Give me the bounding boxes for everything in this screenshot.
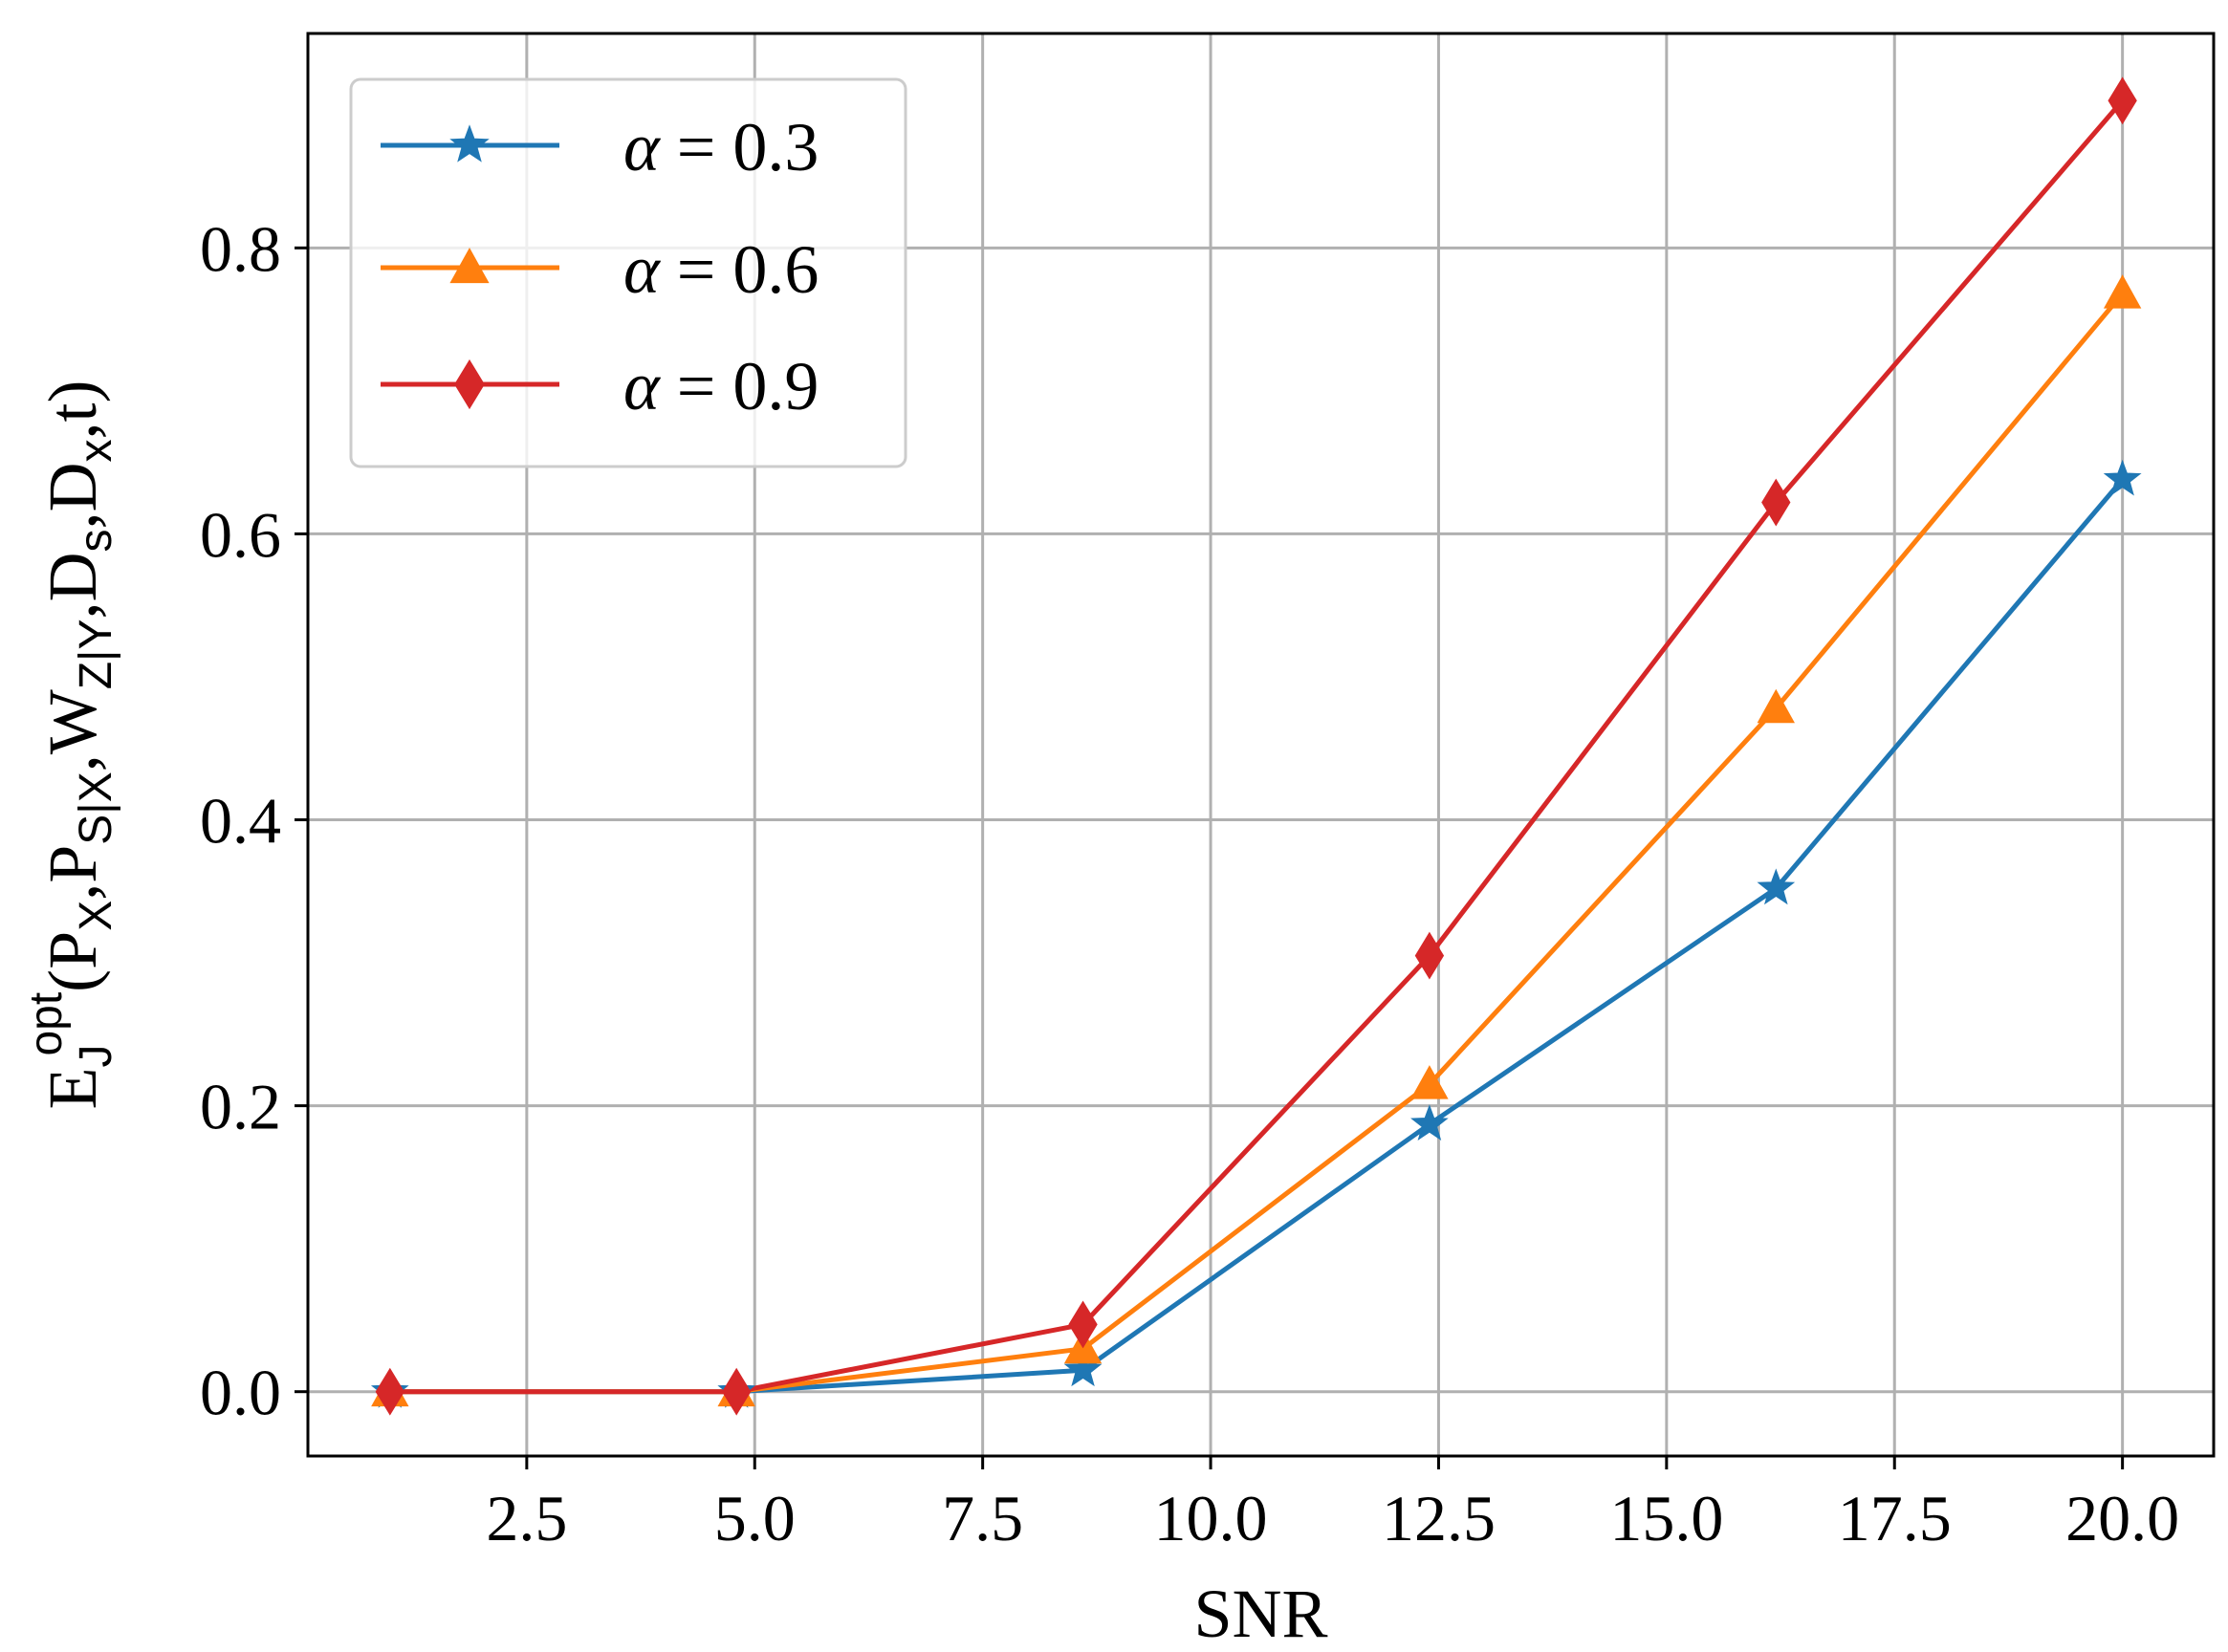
y-label-sub: X bbox=[71, 901, 121, 931]
data-point-star bbox=[1410, 1104, 1449, 1141]
x-tick-label: 2.5 bbox=[486, 1482, 567, 1554]
legend-item: α = 0.3 bbox=[381, 109, 819, 185]
y-label-sup: opt bbox=[21, 992, 72, 1056]
legend: α = 0.3 α = 0.6 α = 0.9 bbox=[349, 77, 907, 468]
data-point-diamond bbox=[1068, 1300, 1098, 1349]
data-point-star bbox=[1063, 1350, 1103, 1387]
y-tick-label: 0.4 bbox=[200, 785, 281, 858]
y-label-sub: S|X bbox=[71, 772, 121, 845]
y-label-main: E bbox=[34, 1068, 111, 1110]
data-point-triangle bbox=[2103, 274, 2142, 309]
legend-label: α = 0.9 bbox=[623, 348, 819, 424]
data-point-star bbox=[2103, 459, 2142, 496]
series-line-1 bbox=[389, 477, 2125, 1395]
data-point-diamond bbox=[722, 1367, 752, 1416]
legend-marker bbox=[449, 248, 490, 284]
x-axis-label: SNR bbox=[1193, 1576, 1327, 1652]
axis-ticks: 2.5 5.0 7.5 10.0 12.5 15.0 17.5 20.0 0.0 0.2 0.4 0.… bbox=[200, 212, 2179, 1554]
y-tick-label: 0.2 bbox=[200, 1071, 281, 1143]
x-tick-label: 5.0 bbox=[714, 1482, 796, 1554]
y-label-sub: x bbox=[71, 439, 121, 462]
series-markers bbox=[370, 76, 2142, 1416]
y-tick-label: 0.0 bbox=[200, 1357, 281, 1429]
y-label-part: ,W bbox=[34, 689, 111, 772]
x-tick-label: 10.0 bbox=[1154, 1482, 1268, 1554]
y-label-part: ,t) bbox=[34, 380, 111, 439]
data-point-triangle bbox=[1410, 1065, 1449, 1099]
data-point-diamond bbox=[1761, 478, 1791, 527]
legend-label: α = 0.6 bbox=[623, 231, 819, 308]
y-tick-label: 0.6 bbox=[200, 498, 281, 571]
x-tick-label: 7.5 bbox=[942, 1482, 1023, 1554]
legend-marker bbox=[454, 359, 485, 410]
legend-box bbox=[349, 77, 907, 468]
y-label-sub: J bbox=[71, 1045, 121, 1068]
series-lines bbox=[389, 98, 2125, 1395]
series-line-3 bbox=[389, 98, 2125, 1395]
data-point-triangle bbox=[1757, 688, 1795, 724]
y-axis-label: EJopt(PX,PS|X,WZ|Y,Ds,Dx,t) bbox=[21, 380, 121, 1109]
x-tick-label: 20.0 bbox=[2065, 1482, 2179, 1554]
legend-item: α = 0.9 bbox=[381, 348, 819, 424]
y-label-part: ,D bbox=[34, 552, 111, 619]
y-label-sub: s bbox=[71, 529, 121, 552]
data-point-star bbox=[1757, 868, 1796, 905]
x-tick-label: 15.0 bbox=[1609, 1482, 1723, 1554]
legend-marker bbox=[449, 124, 490, 163]
data-point-diamond bbox=[1414, 931, 1445, 980]
plot-frame bbox=[306, 32, 2216, 1458]
grid bbox=[308, 33, 2214, 1456]
legend-label: α = 0.3 bbox=[623, 109, 819, 185]
y-label-part: ,D bbox=[34, 462, 111, 529]
data-point-diamond bbox=[2108, 76, 2137, 125]
y-label-sub: Z|Y bbox=[71, 619, 121, 689]
legend-item: α = 0.6 bbox=[381, 231, 819, 308]
y-label-part: (P bbox=[34, 931, 111, 992]
y-label-part: ,P bbox=[34, 845, 111, 901]
x-tick-label: 17.5 bbox=[1838, 1482, 1952, 1554]
y-tick-label: 0.8 bbox=[200, 212, 281, 285]
x-tick-label: 12.5 bbox=[1382, 1482, 1496, 1554]
data-point-diamond bbox=[375, 1367, 404, 1416]
